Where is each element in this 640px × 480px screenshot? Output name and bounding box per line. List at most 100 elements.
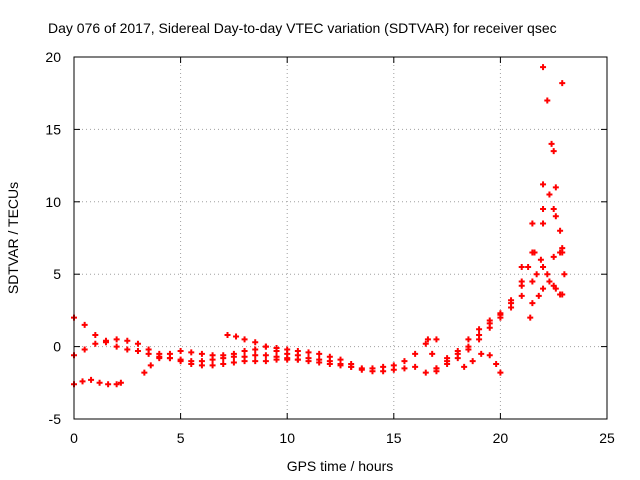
- point-track-b-10: [177, 358, 184, 365]
- point-track-c-6: [117, 379, 124, 386]
- point-track-f-13: [559, 80, 566, 87]
- series-track-i: [461, 350, 504, 376]
- point-track-b-16: [241, 358, 248, 365]
- point-track-a-1: [81, 321, 88, 328]
- x-tick-label-20: 20: [493, 430, 509, 446]
- point-track-g-1: [444, 360, 451, 367]
- x-tick-label-10: 10: [279, 430, 295, 446]
- point-track-i-5: [497, 369, 504, 376]
- point-track-b-2: [92, 340, 99, 347]
- point-track-l-4: [557, 227, 564, 234]
- point-track-d-2: [156, 355, 163, 362]
- point-track-b-13: [209, 362, 216, 369]
- point-track-d-11: [252, 346, 259, 353]
- point-track-k-2: [540, 285, 547, 292]
- point-track-d-9: [230, 350, 237, 357]
- point-track-b-30: [390, 366, 397, 373]
- point-track-j-4: [544, 271, 551, 278]
- x-tick-label-0: 0: [70, 430, 78, 446]
- point-track-b-29: [380, 368, 387, 375]
- point-track-a-2: [92, 332, 99, 339]
- point-track-h-3: [476, 332, 483, 339]
- point-track-f-11: [540, 206, 547, 213]
- point-track-a-5: [124, 346, 131, 353]
- point-track-i-4: [493, 360, 500, 367]
- series-track-m: [527, 191, 564, 321]
- point-track-b-12: [198, 362, 205, 369]
- point-track-j-3: [537, 256, 544, 263]
- point-track-d-6: [198, 350, 205, 357]
- point-track-c-5: [113, 381, 120, 388]
- point-track-l-2: [548, 140, 555, 147]
- point-track-k-5: [559, 291, 566, 298]
- point-track-k-4: [552, 285, 559, 292]
- x-axis-label: GPS time / hours: [287, 458, 394, 474]
- point-track-a-4: [113, 343, 120, 350]
- point-track-d-5: [188, 349, 195, 356]
- point-track-m-4: [552, 213, 559, 220]
- chart-title: Day 076 of 2017, Sidereal Day-to-day VTE…: [48, 20, 557, 36]
- point-track-d-16: [305, 349, 312, 356]
- point-track-a-33: [422, 340, 429, 347]
- series-track-n: [424, 336, 440, 375]
- x-tick-label-5: 5: [177, 430, 185, 446]
- point-track-a-31: [401, 358, 408, 365]
- point-track-e-1: [233, 333, 240, 340]
- series-track-k: [529, 278, 566, 307]
- point-track-d-17: [316, 350, 323, 357]
- point-track-m-1: [533, 271, 540, 278]
- point-track-h-1: [454, 350, 461, 357]
- point-track-h-6: [508, 297, 515, 304]
- point-track-h-7: [518, 263, 525, 270]
- point-track-h-2: [465, 343, 472, 350]
- point-track-h-10: [550, 206, 557, 213]
- point-track-n-0: [424, 336, 431, 343]
- point-track-g-7: [508, 304, 515, 311]
- point-track-d-19: [337, 356, 344, 363]
- y-tick-label-10: 10: [45, 194, 61, 210]
- point-track-b-11: [188, 360, 195, 367]
- point-track-b-20: [284, 356, 291, 363]
- point-track-b-5: [124, 337, 131, 344]
- point-track-m-2: [540, 220, 547, 227]
- point-track-g-11: [550, 253, 557, 260]
- point-track-b-32: [412, 363, 419, 370]
- point-track-g-8: [518, 292, 525, 299]
- series-track-b: [71, 336, 419, 375]
- point-track-e-3: [252, 339, 259, 346]
- y-tick-label-5: 5: [53, 266, 61, 282]
- point-track-e-6: [284, 350, 291, 357]
- point-track-h-5: [497, 311, 504, 318]
- point-track-n-2: [433, 368, 440, 375]
- x-tick-label-15: 15: [386, 430, 402, 446]
- point-track-j-2: [531, 249, 538, 256]
- point-track-k-1: [535, 292, 542, 299]
- grid-lines: [74, 57, 607, 419]
- point-track-d-18: [326, 353, 333, 360]
- point-track-e-7: [294, 352, 301, 359]
- point-track-d-8: [220, 352, 227, 359]
- point-track-b-17: [252, 358, 259, 365]
- point-track-d-4: [177, 347, 184, 354]
- point-track-b-28: [369, 368, 376, 375]
- point-track-b-4: [113, 336, 120, 343]
- series-track-l: [540, 64, 568, 278]
- series-track-d: [141, 343, 355, 376]
- point-track-c-1: [79, 378, 86, 385]
- point-track-l-0: [540, 64, 547, 71]
- point-track-i-2: [478, 350, 485, 357]
- point-track-c-2: [88, 376, 95, 383]
- point-track-b-31: [401, 365, 408, 372]
- point-track-b-27: [358, 366, 365, 373]
- point-track-l-1: [544, 97, 551, 104]
- point-track-f-4: [465, 336, 472, 343]
- point-track-i-3: [486, 352, 493, 359]
- point-track-b-7: [145, 346, 152, 353]
- point-track-a-34: [433, 336, 440, 343]
- point-track-g-10: [540, 263, 547, 270]
- point-track-b-15: [230, 359, 237, 366]
- point-track-e-5: [273, 347, 280, 354]
- point-track-i-0: [461, 363, 468, 370]
- point-track-b-19: [273, 356, 280, 363]
